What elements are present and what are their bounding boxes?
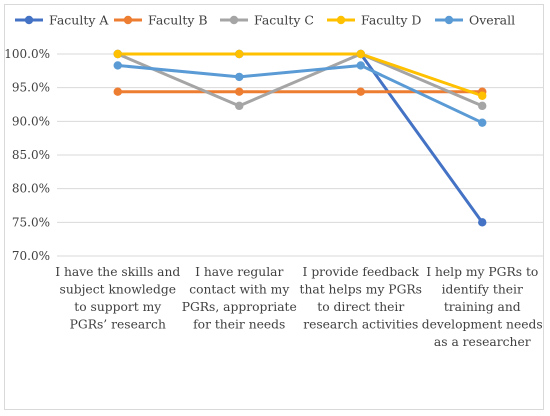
data-point: [356, 49, 365, 59]
data-point: [113, 87, 122, 96]
x-category-label: subject knowledge: [60, 283, 176, 297]
data-point: [235, 49, 244, 59]
x-category-label: contact with my: [189, 283, 289, 297]
legend-swatch-marker: [229, 15, 239, 25]
x-category-label: identify their: [442, 283, 523, 297]
legend-label: Faculty B: [148, 13, 208, 28]
x-category-label: training and: [444, 300, 521, 314]
legend-swatch-marker: [444, 15, 454, 25]
y-tick-label: 90.0%: [12, 114, 50, 128]
x-category-label: to direct their: [317, 300, 404, 314]
data-point: [478, 101, 487, 111]
series-line-overall: [116, 63, 484, 125]
x-category-label: to support my: [74, 300, 161, 314]
data-point: [235, 87, 244, 96]
x-category-label: I have regular: [195, 265, 283, 279]
legend-label: Faculty D: [361, 13, 421, 28]
legend-swatch-marker: [24, 15, 34, 25]
y-tick-label: 70.0%: [12, 249, 50, 263]
x-category-label: PGRs’ research: [70, 318, 166, 332]
data-point: [356, 87, 365, 96]
data-point: [113, 61, 122, 70]
y-tick-label: 100.0%: [4, 47, 50, 61]
x-category-label: development needs: [422, 318, 543, 332]
x-category-label: for their needs: [193, 318, 285, 332]
x-category-label: I provide feedback: [303, 265, 420, 279]
y-tick-label: 95.0%: [12, 81, 50, 95]
legend-swatch-marker: [123, 15, 133, 25]
y-tick-label: 85.0%: [12, 148, 50, 162]
data-point: [356, 61, 365, 70]
legend-label: Faculty C: [254, 13, 314, 28]
x-category-label: as a researcher: [434, 335, 531, 349]
data-point: [478, 91, 487, 100]
series-line-faculty-d: [116, 52, 484, 98]
x-category-label: research activities: [303, 318, 418, 332]
legend-label: Overall: [469, 13, 515, 28]
data-point: [235, 101, 244, 111]
y-tick-label: 75.0%: [12, 215, 50, 229]
data-point: [478, 118, 487, 127]
x-category-label: I have the skills and: [55, 265, 180, 279]
series-line-faculty-c: [116, 52, 484, 108]
x-category-label: that helps my PGRs: [300, 283, 422, 297]
legend-label: Faculty A: [49, 13, 109, 28]
x-category-label: I help my PGRs to: [426, 265, 538, 279]
legend-swatch-marker: [336, 15, 346, 25]
data-point: [235, 72, 244, 82]
x-category-label: PGRs, appropriate: [182, 300, 297, 314]
y-tick-label: 80.0%: [12, 182, 50, 196]
data-point: [478, 218, 487, 227]
chart-frame: [4, 4, 544, 410]
data-point: [113, 49, 122, 59]
